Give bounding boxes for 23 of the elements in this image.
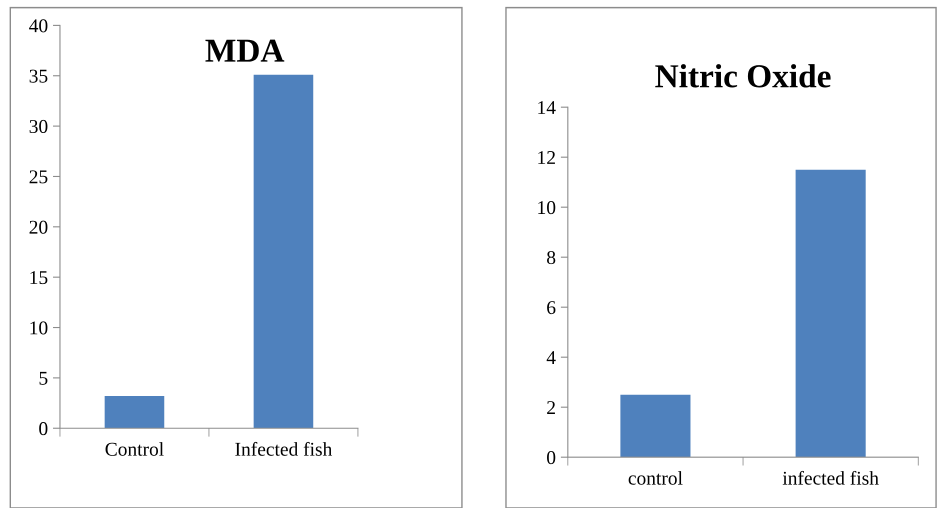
y-tick-label: 14 [538, 101, 556, 114]
y-tick-label: 10 [30, 321, 48, 334]
y-tick-label: 15 [30, 271, 48, 284]
y-tick-label: 35 [30, 70, 48, 83]
y-tick-label: 30 [30, 120, 48, 134]
y-tick-label: 0 [39, 422, 48, 436]
chart-title: Nitric Oxide [655, 64, 831, 88]
y-tick-label: 5 [40, 372, 48, 385]
y-tick-label: 8 [547, 251, 556, 264]
x-tick-label: infected fish [782, 470, 879, 485]
chart-title: MDA [205, 40, 284, 62]
y-tick-label: 0 [547, 451, 556, 464]
y-tick-label: 2 [547, 401, 555, 414]
y-tick-label: 6 [547, 301, 556, 314]
x-tick-label: Control [106, 442, 164, 456]
y-tick-label: 12 [538, 151, 555, 164]
x-tick-label: Infected fish [235, 442, 332, 456]
y-tick-label: 40 [29, 19, 48, 32]
y-tick-label: 4 [546, 351, 556, 364]
y-tick-label: 20 [30, 220, 48, 234]
y-tick-label: 25 [30, 170, 48, 184]
x-tick-label: control [628, 471, 683, 485]
y-tick-label: 10 [538, 201, 556, 214]
